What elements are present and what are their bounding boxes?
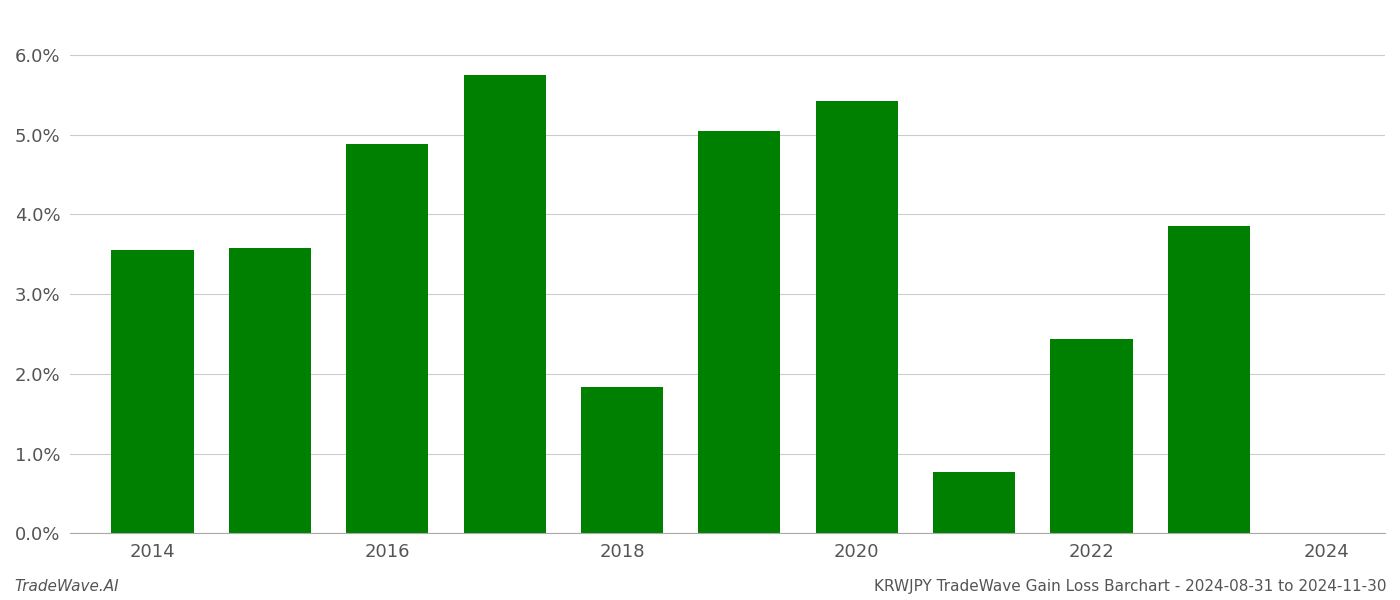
Text: TradeWave.AI: TradeWave.AI <box>14 579 119 594</box>
Text: KRWJPY TradeWave Gain Loss Barchart - 2024-08-31 to 2024-11-30: KRWJPY TradeWave Gain Loss Barchart - 20… <box>874 579 1386 594</box>
Bar <box>1168 226 1250 533</box>
Bar <box>699 131 780 533</box>
Bar <box>581 388 664 533</box>
Bar <box>346 144 428 533</box>
Bar <box>932 472 1015 533</box>
Bar <box>816 101 897 533</box>
Bar <box>1050 339 1133 533</box>
Bar <box>463 75 546 533</box>
Bar <box>228 248 311 533</box>
Bar <box>112 250 193 533</box>
